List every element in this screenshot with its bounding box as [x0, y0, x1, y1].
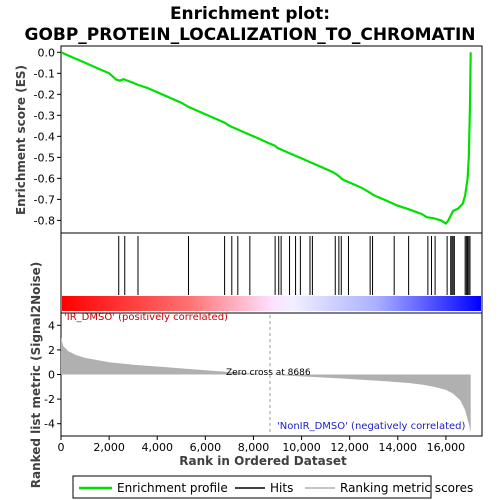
ranking-color-bar	[62, 296, 481, 311]
legend-hits-label: Hits	[270, 481, 293, 495]
metric-y-tick-label: -4	[44, 418, 55, 431]
es-y-tick-label: 0.0	[38, 46, 56, 59]
es-line-group	[60, 51, 472, 225]
es-y-tick-label: -0.7	[34, 193, 55, 206]
chart-title-line2: GOBP_PROTEIN_LOCALIZATION_TO_CHROMATIN	[24, 25, 475, 45]
x-axis: 0 2,000 4,000 6,000 8,000 10,000 12,000 14,000 1…	[58, 436, 466, 454]
metric-y-axis: 4 2 0 -2 -4	[44, 319, 61, 431]
legend-box	[72, 475, 432, 499]
es-line	[60, 51, 472, 225]
x-tick-label: 16,000	[427, 441, 466, 454]
es-y-tick-label: -0.4	[34, 130, 55, 143]
metric-y-tick-label: 4	[48, 319, 55, 332]
es-y-tick-label: -0.1	[34, 67, 55, 80]
es-y-tick-label: -0.5	[34, 151, 55, 164]
es-y-axis: 0.0 -0.1 -0.2 -0.3 -0.4 -0.5 -0.6 -0.7 -0.8	[34, 46, 61, 227]
x-tick-label: 2,000	[93, 441, 125, 454]
metric-y-axis-label: Ranked list metric (Signal2Noise)	[29, 262, 43, 489]
x-tick-label: 8,000	[238, 441, 270, 454]
x-tick-label: 6,000	[190, 441, 222, 454]
legend-enrichment-label: Enrichment profile	[117, 481, 228, 495]
x-tick-label: 10,000	[282, 441, 321, 454]
x-axis-label: Rank in Ordered Dataset	[179, 454, 347, 468]
metric-y-tick-label: 2	[48, 344, 55, 357]
es-y-tick-label: -0.2	[34, 88, 55, 101]
x-tick-label: 14,000	[379, 441, 418, 454]
es-panel-frame	[60, 45, 483, 234]
metric-y-tick-label: -2	[44, 393, 55, 406]
zero-cross-label: Zero cross at 8686	[226, 368, 311, 378]
x-tick-label: 12,000	[330, 441, 369, 454]
es-y-tick-label: -0.3	[34, 109, 55, 122]
metric-y-tick-label: 0	[48, 369, 55, 382]
metric-area	[61, 337, 471, 433]
positive-correlation-label: 'IR_DMSO' (positively correlated)	[64, 312, 228, 323]
x-tick-label: 0	[58, 441, 65, 454]
metric-area-group	[61, 315, 471, 434]
es-y-tick-label: -0.8	[34, 214, 55, 227]
negative-correlation-label: 'NonIR_DMSO' (negatively correlated)	[277, 421, 465, 432]
es-y-axis-label: Enrichment score (ES)	[14, 65, 28, 215]
chart-title-line1: Enrichment plot:	[170, 4, 330, 24]
hits-group	[118, 236, 471, 295]
x-tick-label: 4,000	[141, 441, 173, 454]
es-y-tick-label: -0.6	[34, 172, 55, 185]
legend-metric-label: Ranking metric scores	[340, 481, 473, 495]
